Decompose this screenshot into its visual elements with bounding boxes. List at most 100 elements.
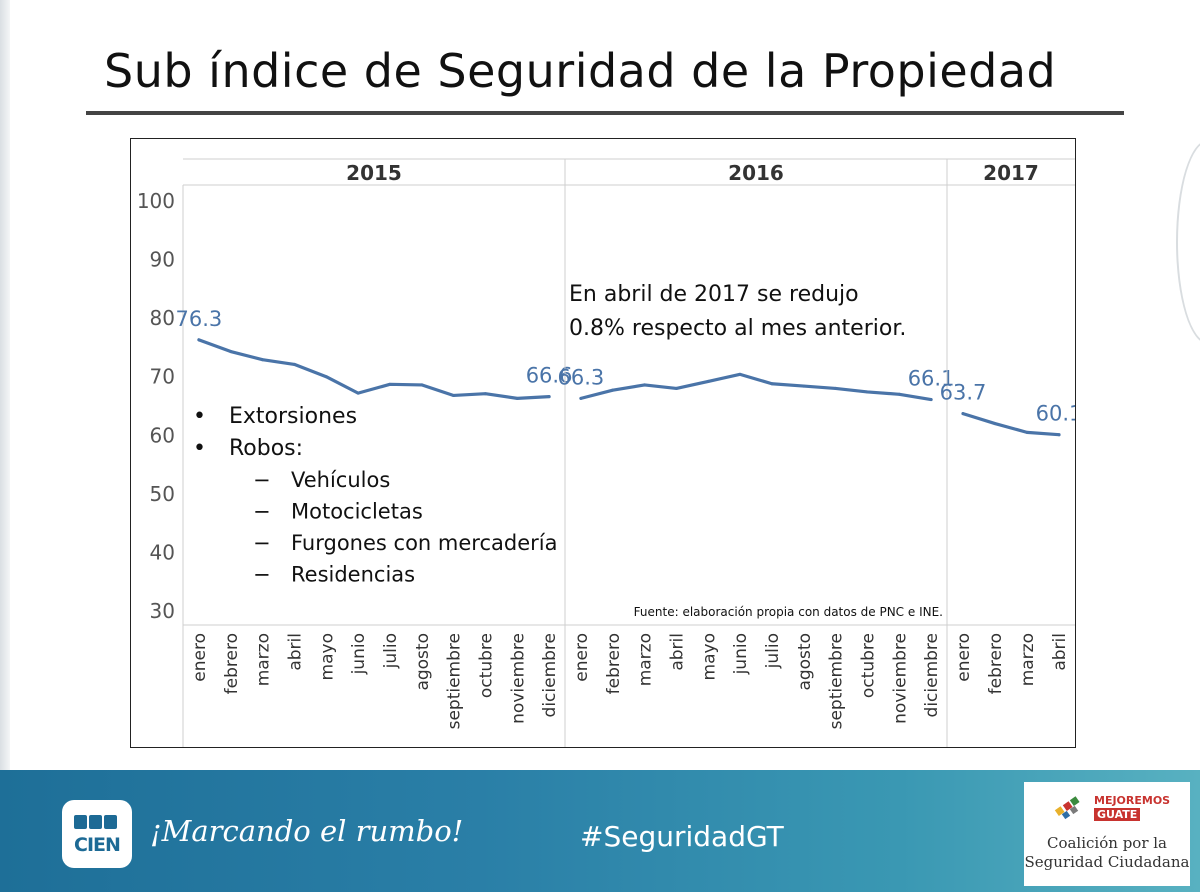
- month-label: octubre: [858, 633, 878, 698]
- data-point: [674, 386, 678, 390]
- month-label: marzo: [254, 633, 274, 686]
- partner-name: Coalición por la Seguridad Ciudadana: [1024, 834, 1190, 872]
- month-label: febrero: [604, 633, 624, 694]
- data-point: [643, 383, 647, 387]
- month-label: octubre: [476, 633, 496, 698]
- annotation-line: En abril de 2017 se redujo: [569, 282, 859, 307]
- y-tick-label: 60: [150, 423, 175, 447]
- y-tick-label: 30: [150, 599, 175, 623]
- partner-logo: MEJOREMOS GUATE Coalición por la Segurid…: [1024, 782, 1190, 886]
- cien-logo-mark: [74, 814, 120, 830]
- month-label: agosto: [795, 633, 815, 691]
- data-label: 76.3: [176, 307, 223, 331]
- source-note: Fuente: elaboración propia con datos de …: [634, 605, 943, 619]
- data-point: [229, 350, 233, 354]
- month-label: enero: [954, 633, 974, 682]
- data-label: 66.3: [558, 365, 605, 389]
- data-point: [897, 392, 901, 396]
- y-tick-label: 100: [137, 189, 175, 213]
- y-tick-label: 50: [150, 482, 175, 506]
- data-point: [261, 358, 265, 362]
- left-decoration: [0, 0, 10, 770]
- month-label: marzo: [1018, 633, 1038, 686]
- right-decoration: [1176, 140, 1200, 344]
- partner-name-line-2: Seguridad Ciudadana: [1024, 853, 1190, 871]
- data-point: [770, 382, 774, 386]
- title-underline: [86, 111, 1124, 115]
- month-label: junio: [731, 633, 751, 675]
- bullet-marker: −: [253, 531, 271, 555]
- bullet-marker: •: [193, 404, 206, 429]
- data-point: [452, 393, 456, 397]
- series-line-2015: [197, 338, 551, 400]
- data-label: 60.1: [1036, 402, 1075, 426]
- data-point: [483, 392, 487, 396]
- bullet-marker: −: [253, 468, 271, 492]
- data-point: [738, 372, 742, 376]
- month-label: junio: [349, 633, 369, 675]
- bullet-text: Robos:: [229, 436, 303, 461]
- partner-name-line-1: Coalición por la: [1046, 834, 1167, 852]
- bullet-text: Motocicletas: [291, 500, 423, 524]
- year-header: 2015: [346, 161, 402, 185]
- data-point: [197, 338, 201, 342]
- partner-line-2: GUATE: [1094, 808, 1141, 821]
- data-point: [611, 388, 615, 392]
- month-label: septiembre: [827, 633, 847, 729]
- bullet-text: Vehículos: [291, 468, 390, 492]
- data-point: [324, 375, 328, 379]
- annotation-line: 0.8% respecto al mes anterior.: [569, 316, 906, 341]
- month-label: mayo: [699, 633, 719, 680]
- month-label: diciembre: [922, 633, 942, 717]
- month-label: febrero: [986, 633, 1006, 694]
- bullet-text: Extorsiones: [229, 404, 357, 429]
- data-label: 63.7: [940, 381, 987, 405]
- data-point: [1025, 430, 1029, 434]
- month-label: septiembre: [445, 633, 465, 729]
- bullet-marker: •: [193, 436, 206, 461]
- bullet-text: Furgones con mercadería: [291, 531, 557, 555]
- slogan: ¡Marcando el rumbo!: [150, 814, 464, 848]
- month-label: enero: [572, 633, 592, 682]
- data-point: [547, 395, 551, 399]
- data-point: [579, 396, 583, 400]
- month-label: julio: [763, 633, 783, 669]
- month-label: agosto: [413, 633, 433, 691]
- y-tick-label: 70: [150, 365, 175, 389]
- cien-logo: CIEN: [62, 800, 132, 868]
- data-point: [1057, 433, 1061, 437]
- data-point: [356, 391, 360, 395]
- data-point: [420, 383, 424, 387]
- year-header: 2017: [983, 161, 1039, 185]
- hashtag: #SeguridadGT: [580, 820, 784, 853]
- month-label: mayo: [317, 633, 337, 680]
- footer-bar: CIEN ¡Marcando el rumbo! #SeguridadGT ME…: [0, 770, 1200, 892]
- series-line-2016: [579, 372, 933, 402]
- month-label: diciembre: [540, 633, 560, 717]
- bullet-text: Residencias: [291, 563, 415, 587]
- data-point: [706, 379, 710, 383]
- data-point: [865, 390, 869, 394]
- data-point: [961, 412, 965, 416]
- y-tick-label: 80: [150, 306, 175, 330]
- data-point: [515, 396, 519, 400]
- data-point: [388, 382, 392, 386]
- chart-frame: 30 40 50 60 70 80 90 100 2015 enero febrero marzo ab…: [130, 138, 1076, 748]
- data-point: [993, 422, 997, 426]
- page-title: Sub índice de Seguridad de la Propiedad: [104, 44, 1057, 98]
- month-label: abril: [667, 633, 687, 671]
- year-header: 2016: [728, 161, 784, 185]
- bullet-marker: −: [253, 500, 271, 524]
- y-tick-label: 90: [150, 248, 175, 272]
- series-line-2017: [961, 412, 1061, 437]
- bullet-marker: −: [253, 563, 271, 587]
- data-point: [834, 386, 838, 390]
- month-label: abril: [285, 633, 305, 671]
- month-label: marzo: [636, 633, 656, 686]
- month-label: noviembre: [890, 633, 910, 724]
- partner-line-1: MEJOREMOS: [1094, 794, 1171, 807]
- month-label: julio: [381, 633, 401, 669]
- month-label: abril: [1050, 633, 1070, 671]
- y-tick-label: 40: [150, 540, 175, 564]
